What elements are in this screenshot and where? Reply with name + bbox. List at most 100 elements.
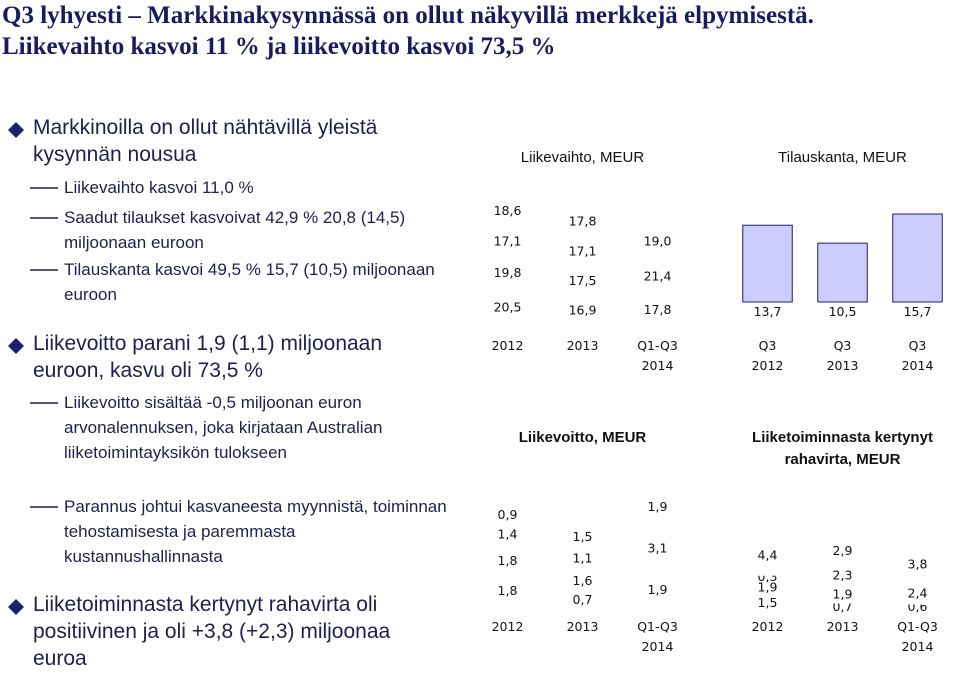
bar <box>817 242 868 303</box>
data-label: 1,6 <box>573 573 593 588</box>
bar <box>557 594 608 606</box>
data-label: 17,5 <box>569 273 597 288</box>
data-label: 10,5 <box>829 304 857 319</box>
bar <box>557 206 608 237</box>
bar <box>742 575 793 579</box>
bar <box>557 567 608 595</box>
bar <box>557 524 608 550</box>
sub-bullet: Saadut tilaukset kasvoivat 42,9 % 20,8 (… <box>64 208 406 252</box>
data-label: 1,1 <box>573 551 593 566</box>
bar <box>557 236 608 267</box>
bar <box>817 603 868 610</box>
bullet: Liiketoiminnasta kertynyt rahavirta oli … <box>33 593 391 670</box>
bar <box>892 582 943 605</box>
data-label: 19,0 <box>644 234 672 249</box>
bar <box>482 195 533 227</box>
x-tick-label: 2013 <box>827 619 859 634</box>
dash-icon <box>30 187 58 189</box>
x-tick-label: 2013 <box>567 338 599 353</box>
bullet: Markkinoilla on ollut nähtävillä yleistä… <box>33 116 378 166</box>
chart-title: Tilauskanta, MEUR <box>778 149 907 166</box>
data-label: 2,9 <box>833 543 853 558</box>
x-tick-label: 2012 <box>492 338 524 353</box>
bar <box>482 256 533 290</box>
data-label: 1,9 <box>758 579 778 594</box>
bar <box>632 294 683 325</box>
bullet-icon <box>8 338 24 354</box>
bar <box>817 537 868 565</box>
data-label: 1,5 <box>758 595 778 610</box>
dash-icon <box>30 402 58 404</box>
data-label: 21,4 <box>644 268 672 283</box>
data-label: 13,7 <box>754 304 782 319</box>
x-tick-label: Q3 2014 <box>902 338 934 373</box>
bar <box>742 578 793 597</box>
chart-title: Liikevoitto, MEUR <box>518 429 647 446</box>
dash-icon <box>30 269 58 271</box>
data-label: 1,4 <box>498 526 518 541</box>
x-tick-label: Q1-Q3 2014 <box>897 619 938 654</box>
data-label: 19,8 <box>494 265 522 280</box>
sub-bullet: Liikevaihto kasvoi 11,0 % <box>64 178 254 197</box>
data-label: 17,1 <box>569 244 597 259</box>
chart-title: Liiketoiminnasta kertynyt rahavirta, MEU… <box>752 429 933 468</box>
data-label: 1,9 <box>648 582 668 597</box>
bar <box>482 226 533 257</box>
data-label: 1,9 <box>648 499 668 514</box>
bar <box>482 507 533 523</box>
data-label: 16,9 <box>569 303 597 318</box>
data-label: 20,5 <box>494 299 522 314</box>
bar <box>557 266 608 297</box>
x-tick-label: Q1-Q3 2014 <box>637 619 678 654</box>
data-label: 1,8 <box>498 583 518 598</box>
data-label: 17,8 <box>569 214 597 229</box>
bullet: Liikevoitto parani 1,9 (1,1) miljoonaan … <box>33 332 383 382</box>
bar <box>482 522 533 546</box>
x-tick-label: 2013 <box>567 619 599 634</box>
bar <box>632 491 683 523</box>
bar <box>892 547 943 583</box>
bar <box>817 585 868 604</box>
x-tick-label: 2012 <box>752 619 784 634</box>
bar <box>892 604 943 610</box>
bar <box>817 564 868 586</box>
x-tick-label: 2012 <box>492 619 524 634</box>
bar <box>632 522 683 575</box>
x-tick-label: Q3 2012 <box>752 338 784 373</box>
data-label: 1,5 <box>573 529 593 544</box>
data-label: 15,7 <box>904 304 932 319</box>
data-label: 18,6 <box>494 203 522 218</box>
dash-icon <box>30 506 58 508</box>
data-label: 4,4 <box>758 547 778 562</box>
bar <box>482 546 533 576</box>
sub-bullet: Liikevoitto sisältää -0,5 miljoonan euro… <box>64 393 383 462</box>
sub-bullet: Parannus johtui kasvaneesta myynnistä, t… <box>64 497 447 566</box>
x-tick-label: Q3 2013 <box>827 338 859 373</box>
bar <box>742 535 793 576</box>
data-label: 17,8 <box>644 302 672 317</box>
data-label: 3,8 <box>908 557 928 572</box>
bar <box>742 596 793 610</box>
slide-title: Q3 lyhyesti – Markkinakysynnässä on ollu… <box>2 2 814 60</box>
bullet-icon <box>8 122 24 138</box>
data-label: 2,4 <box>908 585 928 600</box>
data-label: 2,3 <box>833 567 853 582</box>
bar <box>632 257 683 295</box>
bar <box>742 224 793 303</box>
chart-title: Liikevaihto, MEUR <box>520 149 645 166</box>
bar <box>632 225 683 258</box>
x-tick-label: Q1-Q3 2014 <box>637 338 678 373</box>
bar <box>632 574 683 606</box>
data-label: 1,8 <box>498 553 518 568</box>
sub-bullet: Tilauskanta kasvoi 49,5 % 15,7 (10,5) mi… <box>64 260 435 304</box>
bar <box>557 296 608 325</box>
data-label: 1,9 <box>833 587 853 602</box>
data-label: 0,9 <box>498 507 518 522</box>
bar <box>892 213 943 303</box>
data-label: 0,7 <box>573 592 593 607</box>
data-label: 3,1 <box>648 541 668 556</box>
data-label: 17,1 <box>494 233 522 248</box>
bar <box>482 289 533 325</box>
